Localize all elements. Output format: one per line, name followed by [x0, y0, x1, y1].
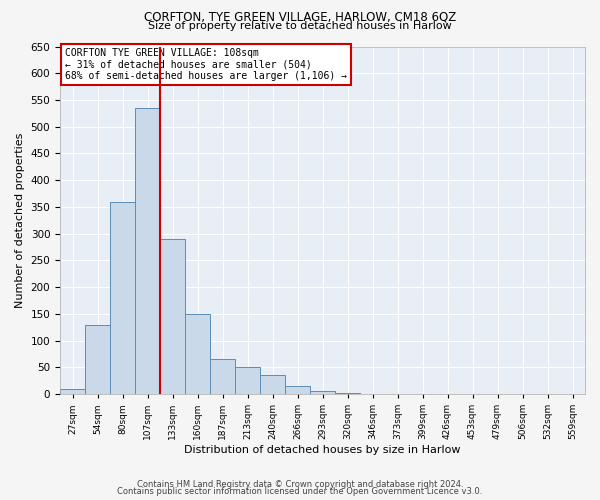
- Bar: [260, 376, 285, 394]
- Bar: [235, 368, 260, 394]
- Bar: [185, 314, 210, 394]
- Bar: [110, 202, 135, 394]
- X-axis label: Distribution of detached houses by size in Harlow: Distribution of detached houses by size …: [184, 445, 461, 455]
- Bar: [335, 393, 360, 394]
- Text: CORFTON TYE GREEN VILLAGE: 108sqm
← 31% of detached houses are smaller (504)
68%: CORFTON TYE GREEN VILLAGE: 108sqm ← 31% …: [65, 48, 347, 82]
- Y-axis label: Number of detached properties: Number of detached properties: [15, 132, 25, 308]
- Bar: [285, 386, 310, 394]
- Bar: [60, 388, 85, 394]
- Bar: [135, 108, 160, 394]
- Text: CORFTON, TYE GREEN VILLAGE, HARLOW, CM18 6QZ: CORFTON, TYE GREEN VILLAGE, HARLOW, CM18…: [144, 11, 456, 24]
- Bar: [210, 360, 235, 394]
- Bar: [310, 392, 335, 394]
- Text: Contains public sector information licensed under the Open Government Licence v3: Contains public sector information licen…: [118, 487, 482, 496]
- Bar: [85, 324, 110, 394]
- Text: Contains HM Land Registry data © Crown copyright and database right 2024.: Contains HM Land Registry data © Crown c…: [137, 480, 463, 489]
- Text: Size of property relative to detached houses in Harlow: Size of property relative to detached ho…: [148, 21, 452, 31]
- Bar: [160, 239, 185, 394]
